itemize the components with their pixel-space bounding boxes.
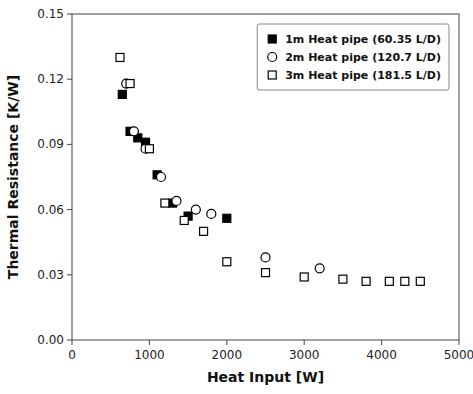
point xyxy=(223,214,231,222)
plot-background xyxy=(72,14,459,340)
chart: 0 1000 2000 3000 4000 5000 0.00 0.03 0.06 0.09 0.1… xyxy=(0,0,473,394)
point xyxy=(261,253,270,262)
x-tick xyxy=(304,340,305,345)
y-tick-label: 0.03 xyxy=(37,268,64,282)
legend-box xyxy=(257,24,449,90)
legend-marker xyxy=(268,35,276,43)
legend-label: 1m Heat pipe (60.35 L/D) xyxy=(285,33,441,46)
point xyxy=(191,205,200,214)
point xyxy=(362,277,370,285)
point xyxy=(200,227,208,235)
point xyxy=(116,53,124,61)
x-tick-label: 5000 xyxy=(444,348,473,362)
y-tick xyxy=(67,209,72,210)
x-tick xyxy=(72,340,73,345)
series xyxy=(118,90,230,222)
legend-label: 2m Heat pipe (120.7 L/D) xyxy=(285,51,441,64)
point xyxy=(262,269,270,277)
point xyxy=(416,277,424,285)
y-tick-label: 0.15 xyxy=(37,7,64,21)
legend-label: 3m Heat pipe (181.5 L/D) xyxy=(285,69,441,82)
point xyxy=(157,173,166,182)
point xyxy=(172,196,181,205)
point xyxy=(207,209,216,218)
x-tick-label: 0 xyxy=(68,348,76,362)
x-tick-label: 2000 xyxy=(212,348,243,362)
point xyxy=(118,90,126,98)
point xyxy=(126,80,134,88)
point xyxy=(145,145,153,153)
series xyxy=(122,79,325,273)
y-tick-label: 0.09 xyxy=(37,137,64,151)
legend: 1m Heat pipe (60.35 L/D) 2m Heat pipe (12… xyxy=(257,24,449,90)
legend-marker xyxy=(268,71,276,79)
y-tick xyxy=(67,144,72,145)
y-tick-label: 0.06 xyxy=(37,203,64,217)
y-axis-label: Thermal Resistance [K/W] xyxy=(5,75,21,279)
point xyxy=(315,264,324,273)
point xyxy=(339,275,347,283)
y-tick xyxy=(67,79,72,80)
x-tick xyxy=(381,340,382,345)
point xyxy=(161,199,169,207)
point xyxy=(300,273,308,281)
x-tick xyxy=(226,340,227,345)
x-tick xyxy=(459,340,460,345)
y-tick xyxy=(67,274,72,275)
point xyxy=(180,216,188,224)
x-tick-label: 4000 xyxy=(366,348,397,362)
x-tick-label: 1000 xyxy=(134,348,165,362)
x-tick-label: 3000 xyxy=(289,348,320,362)
point xyxy=(401,277,409,285)
point xyxy=(223,258,231,266)
y-tick xyxy=(67,14,72,15)
y-tick-label: 0.00 xyxy=(37,333,64,347)
x-axis-label: Heat Input [W] xyxy=(207,369,324,385)
legend-marker xyxy=(268,53,277,62)
point xyxy=(385,277,393,285)
plot-frame xyxy=(72,14,459,340)
y-tick-label: 0.12 xyxy=(37,72,64,86)
x-tick xyxy=(149,340,150,345)
point xyxy=(129,127,138,136)
y-tick xyxy=(67,340,72,341)
